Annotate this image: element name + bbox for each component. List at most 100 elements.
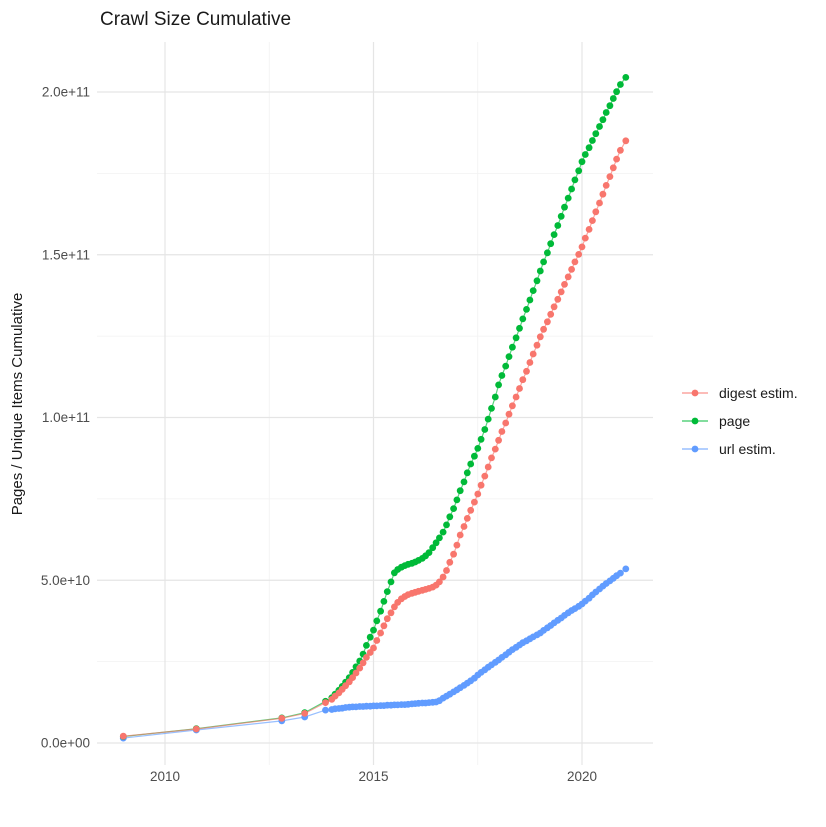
data-point: [526, 359, 534, 366]
y-tick-label: 0.0e+00: [41, 736, 90, 751]
data-point: [544, 249, 551, 257]
data-series: [119, 74, 630, 742]
data-point: [446, 513, 454, 521]
data-point: [602, 182, 610, 189]
data-point: [613, 88, 620, 96]
y-tick-label: 5.0e+10: [41, 573, 90, 588]
data-point: [617, 81, 624, 88]
data-point: [540, 325, 547, 333]
data-point: [425, 549, 433, 556]
data-point: [609, 95, 617, 102]
data-point: [373, 617, 381, 625]
data-point: [456, 487, 464, 495]
data-point: [529, 350, 537, 358]
data-point: [370, 644, 377, 652]
data-point: [585, 144, 593, 152]
data-point: [453, 496, 461, 504]
data-point: [352, 669, 360, 677]
data-point: [512, 334, 520, 342]
data-point: [498, 428, 506, 435]
data-point: [561, 203, 568, 211]
data-point: [383, 588, 391, 595]
data-point: [467, 506, 475, 514]
data-point: [484, 463, 492, 471]
data-point: [477, 481, 485, 489]
x-tick-label: 2015: [358, 769, 388, 784]
data-point: [502, 419, 510, 427]
data-point: [491, 393, 499, 401]
data-point: [366, 633, 374, 641]
data-point: [547, 240, 555, 248]
data-point: [544, 318, 551, 326]
legend-item-label: page: [719, 413, 750, 429]
data-point: [516, 324, 523, 332]
y-tick-label: 1.5e+11: [42, 247, 90, 262]
data-point: [578, 158, 586, 166]
y-tick-label: 2.0e+11: [42, 85, 90, 100]
data-point: [547, 310, 555, 318]
data-point: [589, 217, 596, 225]
data-point: [436, 578, 443, 586]
data-point: [443, 521, 450, 529]
data-point: [463, 515, 471, 522]
data-point: [383, 615, 391, 623]
data-point: [450, 550, 457, 558]
data-point: [564, 194, 572, 202]
data-point: [359, 659, 367, 667]
data-point: [550, 303, 558, 311]
data-point: [599, 190, 607, 198]
data-point: [533, 277, 541, 285]
data-point: [484, 415, 492, 423]
data-point: [495, 381, 502, 389]
legend-item-label: url estim.: [719, 441, 776, 457]
data-point: [581, 234, 589, 242]
data-point: [571, 176, 579, 184]
data-point: [474, 445, 482, 452]
legend-item: url estim.: [682, 441, 776, 457]
data-point: [622, 74, 630, 81]
data-point: [481, 426, 489, 433]
data-point: [488, 454, 495, 462]
data-point: [509, 343, 516, 351]
data-point: [363, 642, 370, 649]
data-point: [602, 109, 610, 116]
data-point: [377, 607, 384, 615]
data-point: [617, 569, 624, 577]
data-point: [474, 490, 482, 498]
data-point: [550, 231, 558, 239]
data-point: [557, 212, 565, 220]
gridlines: [97, 42, 653, 765]
data-point: [606, 173, 614, 181]
data-point: [301, 710, 309, 717]
data-point: [571, 258, 579, 266]
data-point: [192, 725, 200, 733]
data-point: [443, 567, 450, 574]
chart-title: Crawl Size Cumulative: [100, 9, 291, 30]
legend-key-point: [691, 445, 699, 453]
data-point: [568, 185, 575, 193]
data-point: [533, 341, 541, 349]
data-point: [589, 137, 596, 144]
data-point: [536, 333, 544, 341]
data-point: [519, 376, 527, 384]
data-point: [575, 251, 583, 258]
data-point: [613, 155, 620, 163]
data-point: [596, 199, 603, 207]
series-url-estim: [119, 565, 630, 742]
data-point: [622, 565, 630, 573]
data-point: [554, 222, 562, 229]
data-point: [536, 267, 544, 275]
data-point: [446, 558, 454, 566]
data-point: [481, 472, 489, 480]
data-point: [119, 732, 127, 740]
data-point: [491, 445, 499, 453]
data-point: [564, 273, 572, 281]
data-point: [554, 295, 562, 303]
data-point: [432, 539, 440, 547]
data-point: [387, 609, 395, 617]
x-tick-label: 2010: [150, 769, 180, 784]
y-axis-title: Pages / Unique Items Cumulative: [9, 293, 26, 516]
data-point: [377, 629, 384, 637]
